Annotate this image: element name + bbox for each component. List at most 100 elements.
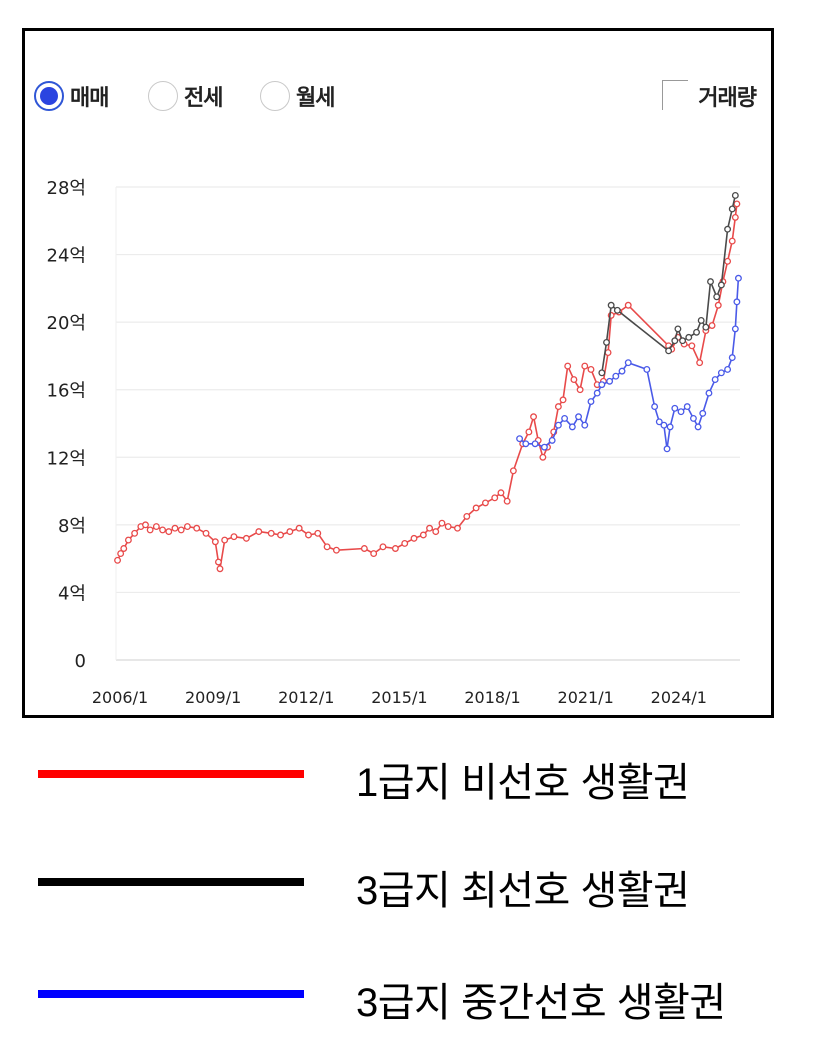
data-point: [305, 531, 312, 539]
data-point: [581, 421, 589, 429]
radio-unselected-icon: [260, 81, 290, 111]
legend-swatch: [38, 990, 304, 998]
data-point: [728, 237, 736, 245]
data-point: [696, 359, 704, 367]
data-point: [624, 301, 632, 309]
data-point: [587, 398, 595, 405]
data-point: [733, 298, 741, 306]
data-point: [522, 440, 530, 448]
data-point: [221, 536, 229, 544]
data-point: [120, 545, 128, 552]
data-point: [554, 421, 562, 429]
data-point: [575, 413, 583, 421]
data-point: [598, 381, 606, 389]
data-point: [444, 523, 452, 530]
data-point: [216, 565, 224, 573]
data-point: [598, 369, 606, 377]
data-point: [454, 524, 461, 532]
data-point: [114, 556, 122, 564]
radio-sale[interactable]: 매매: [34, 80, 109, 112]
legend-item-1: 1급지 비선호 생활권: [0, 744, 827, 805]
data-point: [323, 543, 331, 551]
data-point: [688, 342, 696, 350]
y-tick-label: 4억: [58, 583, 86, 604]
data-point: [708, 322, 716, 329]
radio-monthly-rent[interactable]: 월세: [260, 80, 335, 112]
data-point: [360, 545, 368, 552]
data-point: [731, 325, 739, 333]
data-point: [733, 200, 741, 208]
chart-panel: [22, 28, 774, 718]
data-point: [724, 365, 732, 373]
data-point: [663, 445, 671, 453]
data-point: [699, 409, 707, 417]
data-point: [714, 301, 722, 309]
data-point: [655, 418, 663, 426]
data-point: [717, 369, 725, 377]
data-point: [124, 536, 132, 544]
x-tick-label: 2015/1: [371, 688, 427, 707]
data-point: [731, 213, 739, 221]
data-point: [731, 191, 739, 199]
data-point: [677, 408, 685, 416]
legend-label: 3급지 최선호 생활권: [356, 869, 690, 913]
x-tick-label: 2021/1: [558, 688, 614, 707]
data-point: [603, 338, 610, 346]
radio-jeonse[interactable]: 전세: [148, 80, 223, 112]
y-tick-label: 20억: [47, 313, 86, 334]
data-point: [146, 526, 154, 534]
data-point: [295, 524, 303, 532]
legend-swatch: [38, 878, 304, 886]
data-point: [576, 386, 584, 394]
y-tick-label: 8억: [58, 516, 86, 537]
radio-monthly-rent-label: 월세: [296, 86, 335, 111]
data-point: [660, 421, 668, 429]
data-point: [117, 550, 125, 558]
data-point: [379, 543, 387, 551]
legend-label: 3급지 중간선호 생활권: [356, 981, 726, 1025]
data-point: [694, 423, 702, 431]
data-point: [255, 528, 263, 536]
data-point: [438, 519, 446, 527]
data-point: [230, 533, 238, 541]
data-point: [713, 293, 721, 301]
data-point: [702, 323, 710, 331]
radio-jeonse-label: 전세: [184, 86, 223, 111]
data-point: [604, 349, 612, 356]
data-point: [679, 337, 687, 345]
data-point: [697, 317, 705, 324]
data-point: [705, 389, 713, 397]
data-point: [401, 539, 409, 547]
data-point: [516, 435, 524, 443]
data-point: [674, 325, 682, 333]
y-tick-label: 28억: [47, 178, 86, 199]
data-point: [419, 531, 427, 539]
data-point: [724, 257, 732, 265]
volume-checkbox[interactable]: 거래량: [662, 80, 757, 112]
data-point: [525, 428, 533, 436]
data-point: [564, 362, 572, 370]
data-point: [587, 365, 595, 373]
data-point: [559, 396, 567, 404]
legend-label: 1급지 비선호 생활권: [356, 761, 690, 805]
data-point: [643, 365, 651, 373]
data-point: [724, 225, 732, 233]
x-tick-label: 2006/1: [92, 688, 148, 707]
data-point: [540, 443, 548, 451]
data-point: [391, 545, 399, 552]
data-point: [666, 423, 674, 431]
data-point: [159, 526, 167, 534]
data-point: [183, 523, 191, 530]
data-point: [131, 529, 139, 537]
data-point: [554, 403, 562, 411]
data-point: [193, 524, 201, 532]
volume-checkbox-label: 거래량: [698, 86, 757, 111]
data-point: [267, 529, 275, 537]
data-point: [671, 404, 679, 412]
data-point: [530, 413, 538, 421]
data-point: [503, 497, 511, 505]
data-point: [531, 440, 539, 448]
data-point: [581, 362, 589, 370]
data-point: [509, 467, 517, 475]
data-point: [607, 301, 615, 309]
